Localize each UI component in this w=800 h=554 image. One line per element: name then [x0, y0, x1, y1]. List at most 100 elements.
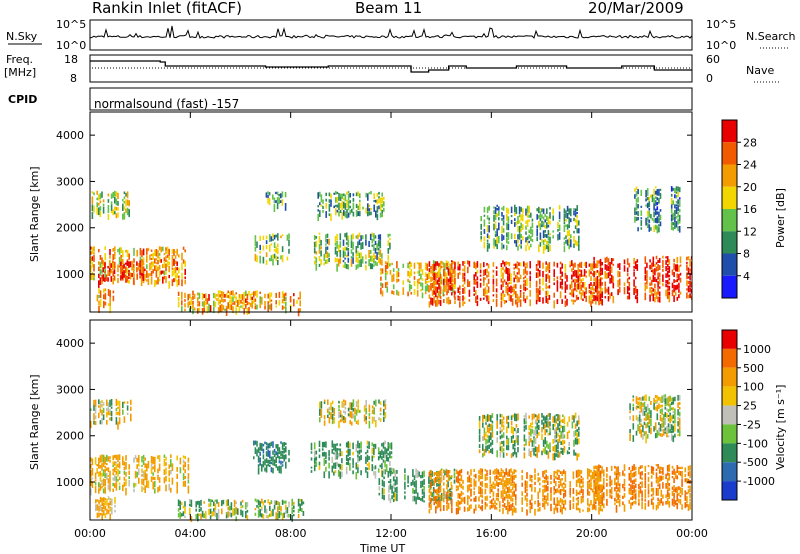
- heatmap-cell: [299, 308, 301, 313]
- heatmap-cell: [633, 479, 635, 485]
- heatmap-cell: [269, 257, 271, 262]
- heatmap-cell: [328, 238, 330, 246]
- heatmap-cell: [462, 272, 464, 279]
- heatmap-cell: [388, 494, 390, 501]
- heatmap-cell: [327, 414, 329, 418]
- heatmap-cell: [673, 263, 675, 270]
- heatmap-cell: [128, 273, 130, 277]
- heatmap-cell: [452, 261, 454, 264]
- heatmap-cell: [651, 194, 654, 203]
- heatmap-cell: [641, 501, 643, 510]
- heatmap-cell: [670, 197, 673, 205]
- heatmap-cell: [479, 263, 482, 269]
- heatmap-cell: [150, 257, 153, 260]
- heatmap-cell: [630, 478, 632, 483]
- beam-title: Beam 11: [355, 0, 422, 17]
- heatmap-cell: [654, 283, 656, 289]
- heatmap-cell: [478, 474, 480, 482]
- heatmap-cell: [315, 257, 318, 263]
- heatmap-cell: [475, 290, 477, 295]
- heatmap-cell: [576, 205, 578, 211]
- heatmap-cell: [101, 513, 103, 520]
- heatmap-cell: [201, 301, 204, 307]
- heatmap-cell: [491, 499, 493, 505]
- heatmap-cell: [550, 487, 552, 494]
- heatmap-cell: [610, 280, 613, 284]
- heatmap-cell: [501, 242, 503, 250]
- heatmap-cell: [681, 466, 683, 470]
- heatmap-cell: [514, 218, 516, 221]
- heatmap-cell: [635, 202, 638, 211]
- heatmap-cell: [171, 279, 174, 287]
- heatmap-cell: [261, 513, 263, 518]
- heatmap-cell: [539, 278, 541, 285]
- heatmap-cell: [174, 251, 177, 253]
- heatmap-cell: [510, 495, 512, 502]
- heatmap-cell: [495, 278, 498, 287]
- heatmap-cell: [385, 448, 388, 454]
- heatmap-cell: [438, 299, 440, 305]
- heatmap-cell: [552, 215, 554, 221]
- heatmap-cell: [547, 480, 549, 485]
- heatmap-cell: [615, 482, 618, 489]
- heatmap-cell: [140, 278, 143, 286]
- colorbar-tick-label: -500: [743, 456, 768, 469]
- heatmap-cell: [424, 278, 427, 285]
- heatmap-cell: [112, 263, 114, 270]
- heatmap-cell: [486, 207, 489, 214]
- heatmap-cell: [666, 288, 669, 292]
- heatmap-cell: [463, 506, 466, 512]
- heatmap-cell: [671, 490, 674, 496]
- heatmap-cell: [112, 209, 114, 216]
- heatmap-cell: [283, 442, 285, 447]
- heatmap-cell: [687, 485, 690, 489]
- heatmap-cell: [380, 282, 382, 287]
- heatmap-cell: [347, 407, 350, 412]
- heatmap-cell: [547, 418, 550, 421]
- heatmap-cell: [259, 457, 261, 463]
- heatmap-cell: [184, 299, 186, 302]
- heatmap-cell: [178, 254, 180, 258]
- heatmap-cell: [650, 262, 653, 270]
- heatmap-cell: [572, 270, 575, 277]
- heatmap-cell: [539, 488, 541, 493]
- heatmap-cell: [494, 505, 496, 510]
- heatmap-cell: [529, 261, 531, 269]
- heatmap-cell: [500, 278, 503, 283]
- heatmap-cell: [171, 270, 174, 277]
- heatmap-cell: [507, 415, 510, 420]
- heatmap-cell: [664, 407, 667, 410]
- heatmap-cell: [516, 275, 519, 283]
- heatmap-cell: [486, 274, 488, 278]
- heatmap-cell: [98, 300, 100, 306]
- heatmap-cell: [507, 282, 509, 288]
- heatmap-cell: [542, 245, 545, 254]
- heatmap-cell: [479, 274, 482, 277]
- heatmap-cell: [549, 427, 551, 432]
- heatmap-cell: [542, 415, 545, 421]
- heatmap-cell: [652, 261, 655, 267]
- heatmap-cell: [381, 253, 383, 259]
- heatmap-cell: [325, 466, 327, 472]
- heatmap-cell: [520, 207, 522, 212]
- heatmap-cell: [98, 194, 100, 201]
- heatmap-cell: [197, 513, 199, 522]
- heatmap-cell: [580, 495, 583, 504]
- heatmap-cell: [650, 465, 653, 474]
- heatmap-cell: [579, 290, 581, 295]
- heatmap-cell: [462, 497, 464, 502]
- heatmap-cell: [136, 267, 138, 273]
- heatmap-cell: [197, 308, 199, 314]
- heatmap-cell: [658, 483, 661, 490]
- heatmap-cell: [557, 449, 559, 454]
- heatmap-cell: [554, 428, 556, 435]
- heatmap-cell: [579, 508, 581, 513]
- heatmap-cell: [502, 235, 505, 240]
- heatmap-cell: [326, 251, 329, 259]
- heatmap-cell: [539, 477, 541, 481]
- heatmap-cell: [345, 232, 348, 241]
- heatmap-cell: [525, 425, 527, 430]
- heatmap-cell: [669, 415, 671, 423]
- heatmap-cell: [376, 243, 378, 251]
- heatmap-cell: [365, 254, 367, 260]
